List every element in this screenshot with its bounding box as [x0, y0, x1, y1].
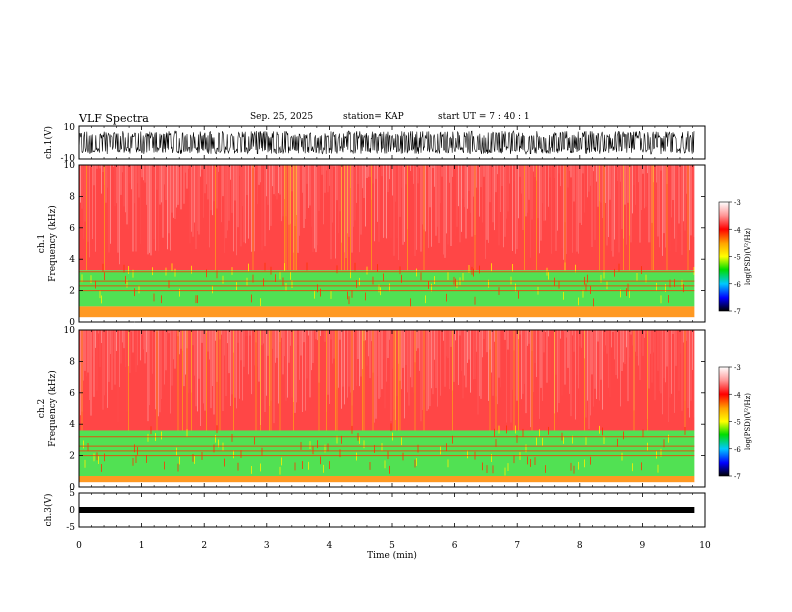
- spectrogram-ytick-label-2: 4: [69, 420, 75, 430]
- low-band-2: [79, 482, 695, 487]
- x-axis-label: Time (min): [367, 550, 417, 561]
- x-tick-label: 6: [452, 541, 458, 551]
- ch3-ytick-label: 5: [69, 489, 75, 499]
- low-band-1: [79, 317, 695, 322]
- colorbar-tick-label-1: -3: [734, 199, 741, 207]
- spectrogram-ytick-label-1: 10: [64, 161, 76, 171]
- colorbar-tick-label-2: -6: [734, 446, 741, 454]
- colorbar-tick-label-2: -4: [734, 391, 741, 399]
- spectrogram-ytick-label-1: 4: [69, 255, 75, 265]
- spectrogram-ytick-label-2: 10: [64, 326, 76, 336]
- colorbar-1: [718, 201, 730, 312]
- x-tick-label: 5: [389, 541, 395, 551]
- spectrogram-ytick-label-1: 2: [69, 287, 75, 297]
- spectrogram-channel-label-1: ch.1: [37, 234, 47, 253]
- spectrogram-ytick-label-2: 0: [69, 483, 75, 493]
- spectrogram-ytick-label-2: 8: [69, 357, 75, 367]
- colorbar-tick-label-2: -7: [734, 473, 741, 481]
- spectrogram-ytick-label-1: 8: [69, 192, 75, 202]
- x-tick-label: 3: [264, 541, 270, 551]
- ch3-ytick-label: -5: [66, 523, 75, 533]
- colorbar-tick-label-1: -6: [734, 281, 741, 289]
- colorbar-label-2: log(PSD)(V²/Hz): [744, 393, 752, 450]
- spectrogram-ytick-label-2: 6: [69, 389, 75, 399]
- colorbar-tick-label-2: -5: [734, 419, 741, 427]
- x-tick-label: 2: [201, 541, 207, 551]
- colorbar-tick-label-1: -4: [734, 226, 741, 234]
- colorbar-2: [718, 366, 730, 477]
- x-tick-label: 10: [699, 541, 711, 551]
- ch3-ytick-label: 0: [69, 506, 75, 516]
- ch1-waveform-line: [78, 130, 695, 155]
- band-2-0: [79, 476, 695, 483]
- ch1-ytick-label: 10: [64, 123, 76, 133]
- spectrogram-ylabel-2: Frequency (kHz): [47, 370, 58, 447]
- spectrogram-ytick-label-1: 6: [69, 224, 75, 234]
- band-1-0: [79, 306, 695, 318]
- spectrogram-ylabel-1: Frequency (kHz): [47, 205, 58, 282]
- chart-title: VLF Spectra: [79, 112, 149, 125]
- x-tick-label: 1: [139, 541, 145, 551]
- ch3-waveform-line: [79, 507, 695, 513]
- spectrogram-channel-label-2: ch.2: [37, 399, 47, 418]
- colorbar-label-1: log(PSD)(V²/Hz): [744, 228, 752, 285]
- start-time-label: start UT = 7 : 40 : 1: [438, 112, 530, 122]
- x-tick-label: 7: [514, 541, 520, 551]
- spectrogram-ytick-label-2: 2: [69, 452, 75, 462]
- x-tick-label: 8: [577, 541, 583, 551]
- ch1-ytick-label: -10: [61, 154, 76, 164]
- colorbar-tick-label-1: -5: [734, 254, 741, 262]
- date-label: Sep. 25, 2025: [250, 112, 314, 122]
- ch1-ylabel: ch.1(V): [43, 126, 54, 159]
- x-tick-label: 4: [327, 541, 333, 551]
- band-1-1: [79, 270, 695, 307]
- colorbar-tick-label-2: -3: [734, 364, 741, 372]
- colorbar-tick-label-1: -7: [734, 308, 741, 316]
- ch3-ylabel: ch.3(V): [43, 494, 54, 527]
- x-tick-label: 0: [76, 541, 82, 551]
- spectrogram-ytick-label-1: 0: [69, 318, 75, 328]
- station-label: station= KAP: [343, 112, 404, 122]
- x-tick-label: 9: [640, 541, 646, 551]
- band-2-1: [79, 430, 695, 477]
